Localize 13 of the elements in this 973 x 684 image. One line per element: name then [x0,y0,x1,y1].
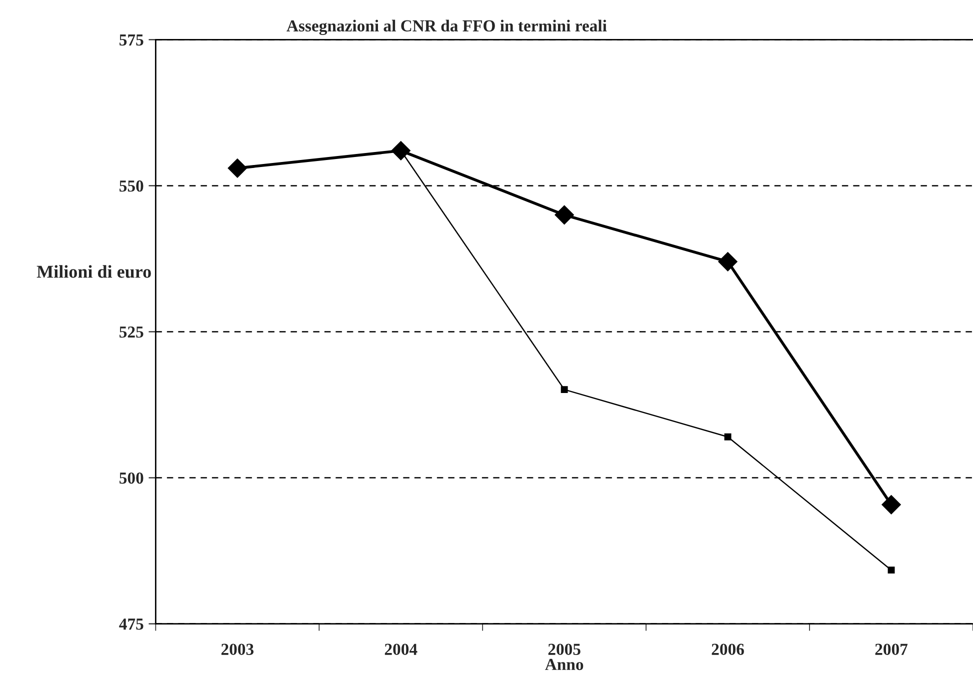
x-axis-title: Anno [545,658,584,670]
y-tick-label: 550 [120,180,144,192]
x-tick-label: 2003 [221,644,254,655]
x-tick-label: 2004 [384,644,418,655]
y-tick-label: 525 [120,326,144,338]
x-tick-label: 2007 [875,644,908,655]
y-tick-label: 475 [119,618,144,630]
y-axis-title: Milioni di euro [36,265,151,278]
x-tick-label: 2006 [712,644,744,655]
x-tick-label: 2005 [548,644,580,655]
chart-title: Assegnazioni al CNR da FFO in termini reali [286,20,607,36]
y-tick-label: 500 [120,472,144,484]
y-tick-label: 575 [120,34,144,46]
